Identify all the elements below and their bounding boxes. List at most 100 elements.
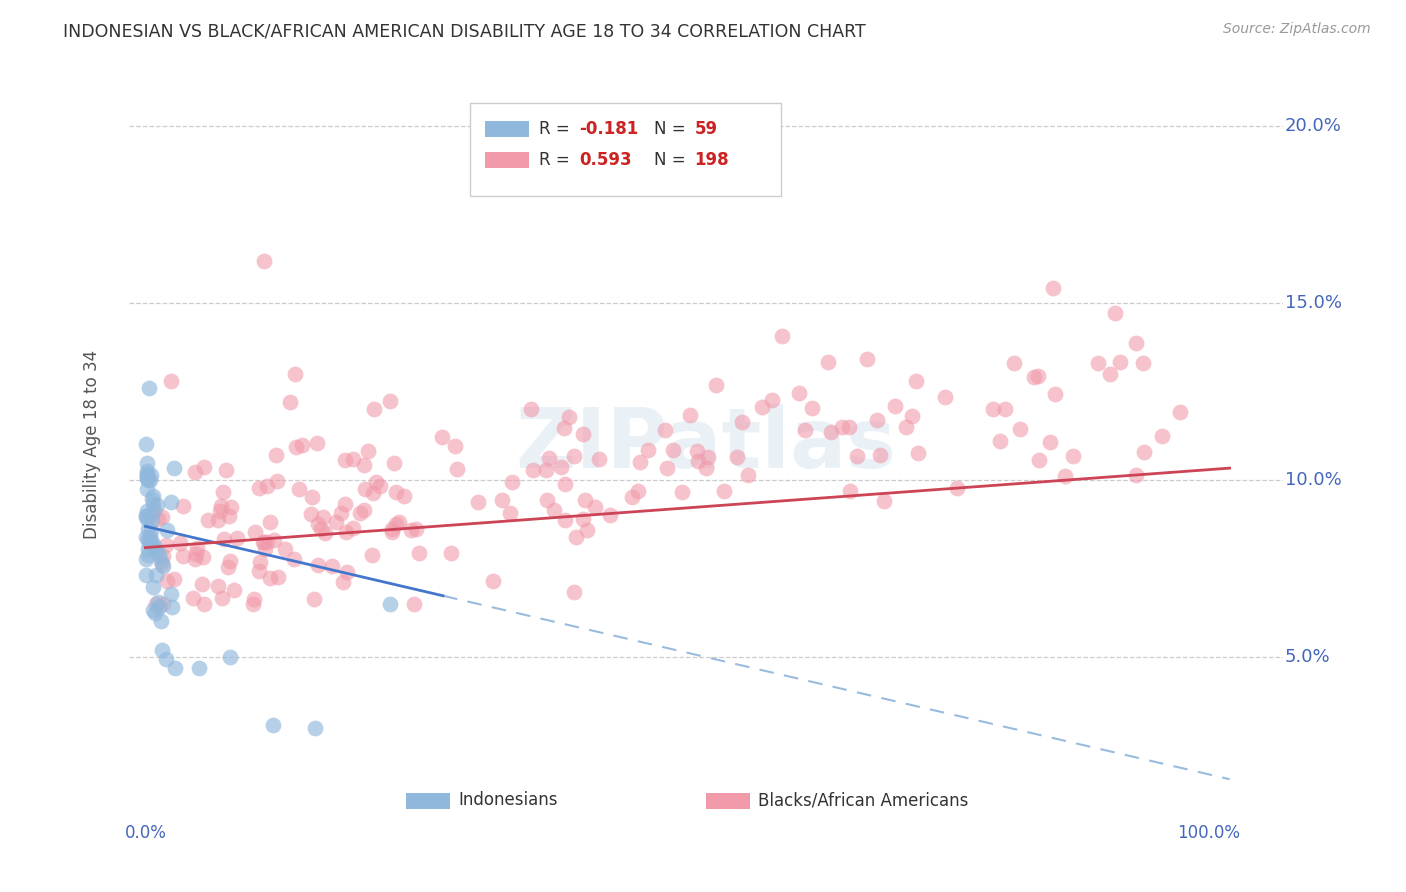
Point [761,392,783,407]
Point [307,516,329,531]
Point [801,401,824,416]
Point [256,534,278,549]
Text: 15.0%: 15.0% [1285,294,1341,312]
Point [1132,444,1154,458]
Point [332,575,354,590]
Point [831,420,853,434]
Point [467,495,489,509]
Bar [485,152,529,169]
Point [207,579,229,593]
Text: -0.181: -0.181 [579,120,638,137]
Point [215,463,238,477]
Point [285,441,308,455]
Point [136,548,159,562]
Point [262,717,284,731]
Point [212,484,235,499]
Point [1042,281,1064,295]
Point [382,456,405,470]
Point [184,551,207,566]
Point [247,481,270,495]
Point [211,591,233,606]
Point [284,367,307,381]
Point [846,450,869,464]
Point [1024,370,1046,384]
Point [678,408,700,422]
Text: Source: ZipAtlas.com: Source: ZipAtlas.com [1223,22,1371,37]
Point [731,415,754,429]
Point [1132,356,1154,370]
Point [141,512,163,526]
Point [901,409,924,423]
Point [142,505,165,519]
Point [283,552,305,566]
Point [599,508,621,523]
Point [143,541,166,555]
Text: 0.0%: 0.0% [125,824,166,842]
Point [183,465,205,479]
Point [152,549,174,563]
Point [135,531,157,545]
Point [152,597,174,611]
Point [150,553,173,567]
Point [408,545,430,559]
Point [141,492,163,507]
Point [193,597,215,611]
Point [291,438,314,452]
Point [225,531,247,545]
Point [191,550,214,565]
Point [363,402,385,417]
Point [361,486,384,500]
Point [366,475,388,489]
Point [333,497,356,511]
Point [575,523,598,537]
Point [169,536,191,550]
Point [304,721,326,735]
Point [695,461,717,475]
Point [696,450,718,464]
Point [219,500,242,515]
Point [770,329,793,343]
Point [499,506,522,520]
Bar [485,120,529,137]
Point [1099,368,1122,382]
Point [305,435,328,450]
Point [135,437,157,451]
Point [637,442,659,457]
Point [1010,421,1032,435]
Bar [706,793,749,809]
Text: ZIPatlas: ZIPatlas [516,404,897,485]
Point [378,597,401,611]
Point [520,402,543,417]
Text: 5.0%: 5.0% [1285,648,1330,666]
Point [583,500,606,514]
Point [446,462,468,476]
Point [222,582,245,597]
Point [1125,467,1147,482]
Point [1062,450,1084,464]
Point [193,459,215,474]
Point [550,460,572,475]
Point [562,585,585,599]
Point [138,533,160,547]
Point [148,512,170,526]
Point [869,448,891,462]
Point [264,448,287,462]
Point [142,537,165,551]
Point [136,467,159,482]
Point [163,461,186,475]
Point [155,652,177,666]
Point [252,534,274,549]
Point [501,475,523,489]
Point [135,552,157,566]
Point [1168,405,1191,419]
Point [988,434,1011,448]
Point [432,430,454,444]
Point [713,484,735,499]
Point [405,522,427,536]
Point [621,490,644,504]
Point [135,465,157,479]
Point [627,483,650,498]
Point [142,489,165,503]
Text: R =: R = [538,120,575,137]
Point [1002,356,1025,370]
